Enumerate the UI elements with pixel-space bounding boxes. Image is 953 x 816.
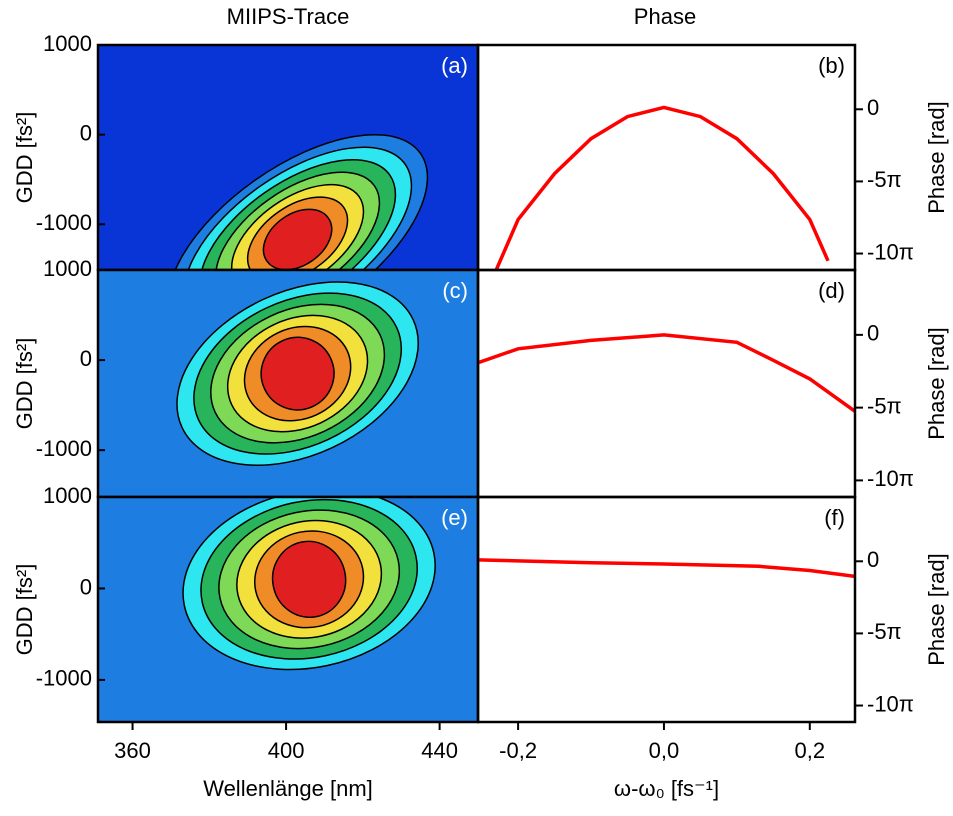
y-tick-label: -10π [867, 691, 914, 716]
y-tick-label: 0 [867, 321, 879, 346]
column-title: MIIPS-Trace [227, 4, 350, 29]
y-tick-label: -5π [867, 393, 902, 418]
y-tick-label: -1000 [36, 210, 92, 235]
line-plot [478, 333, 855, 413]
panel-label: (d) [818, 278, 845, 303]
panel-frame [476, 495, 857, 724]
contour-peak [260, 336, 335, 411]
y-axis-label: Phase [rad] [924, 101, 949, 214]
contour-peak [262, 208, 333, 270]
x-axis-label: Wellenlänge [nm] [203, 776, 373, 801]
x-tick-label: 400 [268, 738, 305, 763]
contour-peak [271, 540, 347, 619]
x-tick-label: 0,2 [794, 738, 825, 763]
phase-curve [494, 105, 830, 270]
y-axis-label: Phase [rad] [924, 553, 949, 666]
panel-label: (c) [442, 278, 468, 303]
y-tick-label: 0 [867, 547, 879, 572]
y-axis-label: GDD [fs²] [12, 112, 37, 204]
x-tick-label: 360 [114, 738, 151, 763]
y-tick-label: 1000 [43, 31, 92, 56]
x-tick-label: 0,0 [649, 738, 680, 763]
panel-label: (b) [818, 53, 845, 78]
y-tick-label: 1000 [43, 483, 92, 508]
x-tick-label: 440 [421, 738, 458, 763]
y-tick-label: -1000 [36, 436, 92, 461]
contour-plot [98, 497, 478, 722]
y-axis-label: GDD [fs²] [12, 564, 37, 656]
panel-label: (a) [441, 53, 468, 78]
y-tick-label: -10π [867, 239, 914, 264]
y-tick-label: 0 [867, 95, 879, 120]
y-axis-label: GDD [fs²] [12, 338, 37, 430]
panel-frame [476, 43, 857, 272]
y-tick-label: -5π [867, 619, 902, 644]
phase-curve [478, 333, 855, 413]
panel-label: (f) [824, 505, 845, 530]
line-plot [494, 105, 830, 270]
y-axis-label: Phase [rad] [924, 327, 949, 440]
y-tick-label: -5π [867, 167, 902, 192]
line-plot [478, 558, 855, 579]
y-tick-label: 0 [80, 346, 92, 371]
phase-curve [478, 558, 855, 579]
y-tick-label: -10π [867, 466, 914, 491]
y-tick-label: 0 [80, 120, 92, 145]
contour-plot [98, 270, 478, 497]
y-tick-label: 0 [80, 574, 92, 599]
panel-frame [476, 268, 857, 499]
x-axis-label: ω-ω₀ [fs⁻¹] [614, 776, 719, 801]
contour-plot [98, 45, 478, 270]
panel-label: (e) [441, 505, 468, 530]
y-tick-label: 1000 [43, 256, 92, 281]
column-title: Phase [634, 4, 696, 29]
x-tick-label: -0,2 [499, 738, 537, 763]
y-tick-label: -1000 [36, 666, 92, 691]
